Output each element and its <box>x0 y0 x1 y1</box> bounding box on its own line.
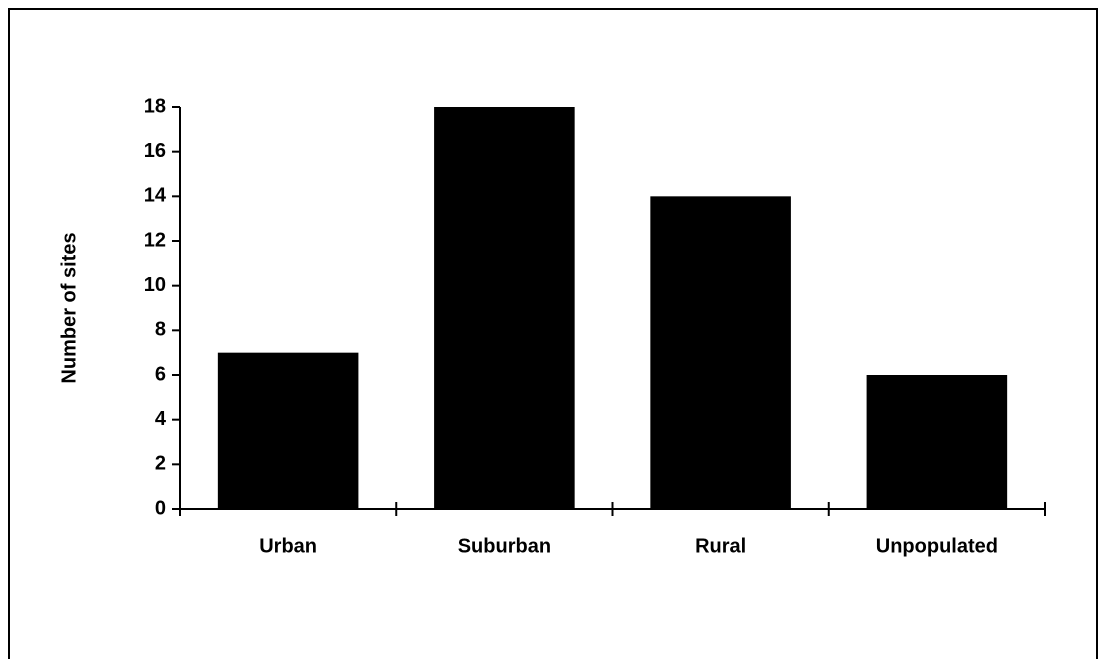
y-tick-label: 14 <box>144 185 167 207</box>
y-axis-label: Number of sites <box>58 232 80 383</box>
x-tick-label: Rural <box>695 535 746 557</box>
x-tick-label: Suburban <box>458 535 551 557</box>
y-tick-label: 10 <box>144 274 166 296</box>
y-tick-label: 16 <box>144 140 166 162</box>
bar <box>217 352 359 509</box>
x-tick-label: Urban <box>259 535 317 557</box>
x-tick-label: Unpopulated <box>876 535 998 557</box>
y-tick-label: 2 <box>155 453 166 475</box>
y-tick-label: 6 <box>155 363 166 385</box>
bar <box>866 375 1008 509</box>
y-tick-label: 8 <box>155 319 166 341</box>
y-tick-label: 12 <box>144 229 166 251</box>
chart-frame <box>8 8 1098 659</box>
y-tick-label: 0 <box>155 497 166 519</box>
bar <box>650 196 791 510</box>
y-tick-label: 4 <box>155 408 167 430</box>
bar <box>434 107 575 509</box>
y-tick-label: 18 <box>144 95 166 117</box>
